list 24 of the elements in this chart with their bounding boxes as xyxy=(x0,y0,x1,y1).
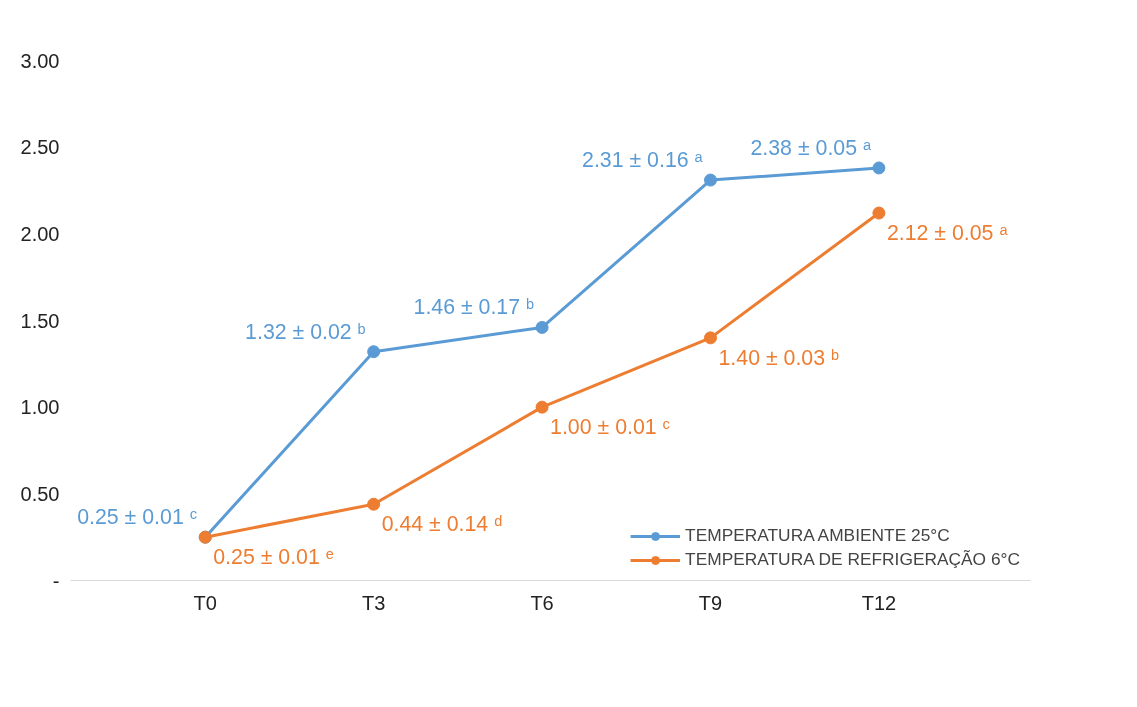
data-label: 2.12 ± 0.05 ᵃ xyxy=(886,221,1009,246)
x-tick-label: T6 xyxy=(530,591,554,614)
data-label: 0.25 ± 0.01 ᶜ xyxy=(77,505,198,530)
data-label: 1.40 ± 0.03 ᵇ xyxy=(718,345,840,370)
data-label: 1.32 ± 0.02 ᵇ xyxy=(245,319,366,344)
legend-label: TEMPERATURA AMBIENTE 25°C xyxy=(685,525,950,546)
x-tick-label: T9 xyxy=(698,591,723,614)
x-tick-label: T12 xyxy=(861,591,897,614)
y-tick-label: 3.00 xyxy=(20,49,60,72)
data-label: 2.38 ± 0.05 ᵃ xyxy=(750,135,872,160)
data-label: 0.44 ± 0.14 ᵈ xyxy=(381,512,503,537)
data-label: 2.31 ± 0.16 ᵃ xyxy=(582,148,704,173)
data-label: 0.25 ± 0.01 ᵉ xyxy=(213,545,334,570)
y-tick-label: 0.50 xyxy=(20,482,60,505)
y-tick-label: 2.00 xyxy=(20,222,60,245)
y-tick-label: 2.50 xyxy=(20,136,60,159)
data-label: 1.00 ± 0.01 ᶜ xyxy=(550,415,671,440)
x-tick-label: T3 xyxy=(361,591,386,614)
y-tick-label: 1.50 xyxy=(20,309,60,332)
legend-label: TEMPERATURA DE REFRIGERAÇÃO 6°C xyxy=(685,549,1020,570)
data-label: 1.46 ± 0.17 ᵇ xyxy=(413,295,535,320)
x-tick-label: T0 xyxy=(193,591,217,614)
y-tick-label: 1.00 xyxy=(20,396,60,419)
y-tick-label: - xyxy=(52,569,60,592)
